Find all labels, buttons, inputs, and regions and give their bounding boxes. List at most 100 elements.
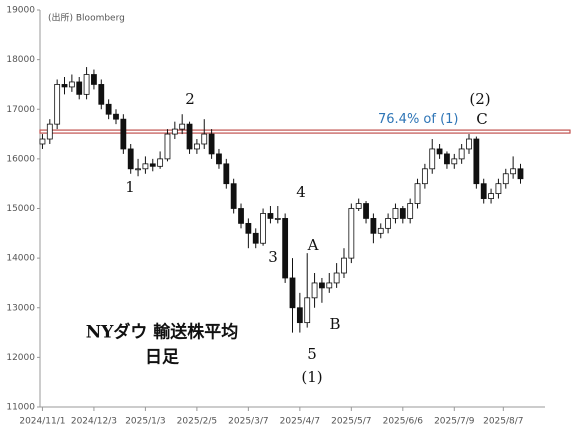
candle-body [399, 208, 406, 219]
wave-label: (1) [301, 368, 322, 386]
wave-label: 3 [268, 248, 278, 266]
candle-body [238, 208, 244, 224]
x-tick-label: 2025/2/5 [177, 417, 217, 427]
reference-line [39, 129, 571, 134]
candle-body [319, 282, 325, 289]
candle-body [510, 168, 517, 175]
x-tick-label: 2024/12/3 [71, 417, 117, 427]
candle-body [76, 81, 83, 95]
candle-body [120, 118, 127, 150]
candle-body [341, 257, 347, 274]
source-note: (出所) Bloomberg [48, 12, 125, 24]
candle-body [105, 103, 112, 115]
y-tick-label: 19000 [6, 6, 35, 16]
candle-body [245, 222, 252, 234]
candle-body [311, 282, 318, 299]
candle-body [252, 232, 259, 244]
candle-body [230, 183, 237, 209]
chart-title: NYダウ 輸送株平均 [86, 322, 239, 343]
candle-body [333, 272, 340, 284]
candle-body [179, 123, 186, 130]
candle-body [517, 168, 524, 180]
x-tick-label: 2024/11/1 [19, 417, 65, 427]
wave-label: 2 [185, 90, 195, 108]
y-tick-label: 11000 [6, 403, 35, 413]
candle-body [392, 208, 399, 219]
candle-body [296, 307, 303, 324]
candle-body [127, 148, 134, 170]
candle-body [201, 133, 208, 145]
candle-body [171, 128, 178, 135]
candle-body [444, 153, 450, 165]
candle-body [363, 203, 369, 219]
wave-label: 4 [296, 183, 306, 201]
candle-body [98, 84, 105, 105]
candle-body [274, 218, 281, 220]
reference-label: 76.4% of (1) [378, 112, 459, 127]
candle-body [142, 163, 149, 170]
candle-body [370, 218, 377, 234]
candle-body [68, 81, 75, 88]
x-tick-label: 2025/5/7 [331, 417, 371, 427]
candle-body [421, 168, 428, 185]
x-tick-label: 2025/3/7 [228, 417, 268, 427]
candle-body [407, 203, 414, 219]
candle-body [451, 158, 458, 165]
candle-body [61, 84, 68, 88]
candle-body [480, 183, 487, 199]
candle-body [223, 163, 230, 185]
candle-body [488, 193, 494, 199]
candle-body [326, 282, 333, 289]
y-tick-label: 15000 [6, 204, 35, 214]
wave-label: A [307, 236, 319, 254]
y-tick-label: 16000 [6, 154, 35, 164]
candle-body [91, 74, 97, 85]
candle-body [216, 153, 222, 165]
candle-body [54, 84, 61, 125]
candle-body [267, 213, 274, 219]
candle-body [466, 138, 472, 150]
candle-body [149, 163, 156, 167]
candle-body [502, 173, 509, 185]
wave-label: C [476, 110, 487, 128]
wave-label: B [329, 315, 340, 333]
candle-body [495, 183, 502, 195]
chart-title: 日足 [145, 348, 179, 368]
x-tick-label: 2025/4/7 [280, 417, 320, 427]
candle-body [355, 203, 362, 209]
candle-body [208, 133, 215, 155]
candle-body [46, 123, 53, 140]
y-tick-label: 14000 [6, 254, 35, 264]
candle-body [377, 227, 384, 234]
x-tick-label: 2025/8/7 [483, 417, 523, 427]
y-tick-label: 17000 [6, 105, 35, 115]
candle-body [186, 123, 193, 150]
x-tick-label: 2025/6/6 [383, 417, 424, 427]
candle-body [282, 218, 289, 279]
wave-label: (2) [469, 90, 490, 108]
candle-body [113, 113, 119, 120]
candle-body [473, 138, 480, 185]
y-tick-label: 13000 [6, 303, 35, 313]
candle-body [135, 168, 141, 171]
candle-body [260, 213, 266, 244]
candle-body [164, 133, 171, 160]
y-tick-label: 18000 [6, 55, 35, 65]
x-tick-label: 2025/1/3 [125, 417, 165, 427]
candle-body [348, 208, 355, 259]
candle-body [193, 143, 200, 150]
y-tick-label: 12000 [6, 353, 35, 363]
candle-body [83, 74, 90, 95]
candle-body [157, 158, 164, 167]
candle-body [458, 148, 465, 160]
wave-label: 1 [125, 178, 135, 196]
candle-body [414, 183, 421, 204]
candle-body [39, 138, 46, 145]
candle-body [289, 277, 296, 309]
x-tick-label: 2025/7/9 [434, 417, 475, 427]
candle-body [385, 218, 392, 229]
candle-body [304, 297, 311, 324]
candle-body [429, 148, 436, 170]
candle-body [436, 148, 443, 155]
